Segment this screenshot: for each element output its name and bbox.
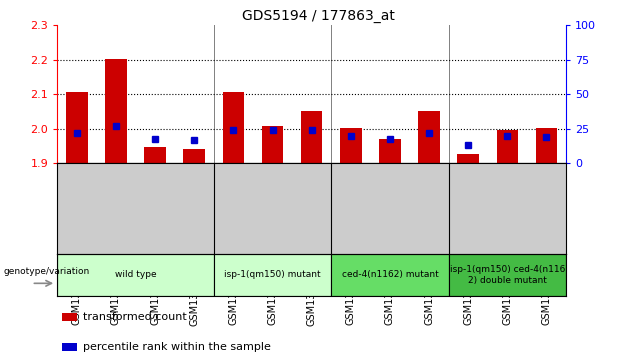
Text: wild type: wild type: [114, 270, 156, 280]
Text: isp-1(qm150) mutant: isp-1(qm150) mutant: [224, 270, 321, 280]
Bar: [57, 254, 214, 296]
Bar: [66, 92, 88, 163]
Bar: [105, 59, 127, 163]
Bar: [214, 254, 331, 296]
Text: ced-4(n1162) mutant: ced-4(n1162) mutant: [342, 270, 438, 280]
Bar: [223, 92, 244, 163]
Bar: [144, 147, 166, 163]
Bar: [340, 128, 361, 163]
Text: isp-1(qm150) ced-4(n116
2) double mutant: isp-1(qm150) ced-4(n116 2) double mutant: [450, 265, 565, 285]
Bar: [183, 149, 205, 163]
Bar: [418, 111, 440, 163]
Bar: [62, 343, 76, 351]
Text: percentile rank within the sample: percentile rank within the sample: [83, 342, 270, 352]
Bar: [301, 111, 322, 163]
Bar: [262, 126, 283, 163]
Bar: [536, 128, 557, 163]
Text: GDS5194 / 177863_at: GDS5194 / 177863_at: [242, 9, 394, 23]
Text: genotype/variation: genotype/variation: [3, 267, 90, 276]
Bar: [457, 154, 479, 163]
Bar: [448, 254, 566, 296]
Bar: [331, 254, 448, 296]
Bar: [379, 139, 401, 163]
Text: transformed count: transformed count: [83, 312, 186, 322]
Bar: [62, 313, 76, 321]
Bar: [497, 130, 518, 163]
